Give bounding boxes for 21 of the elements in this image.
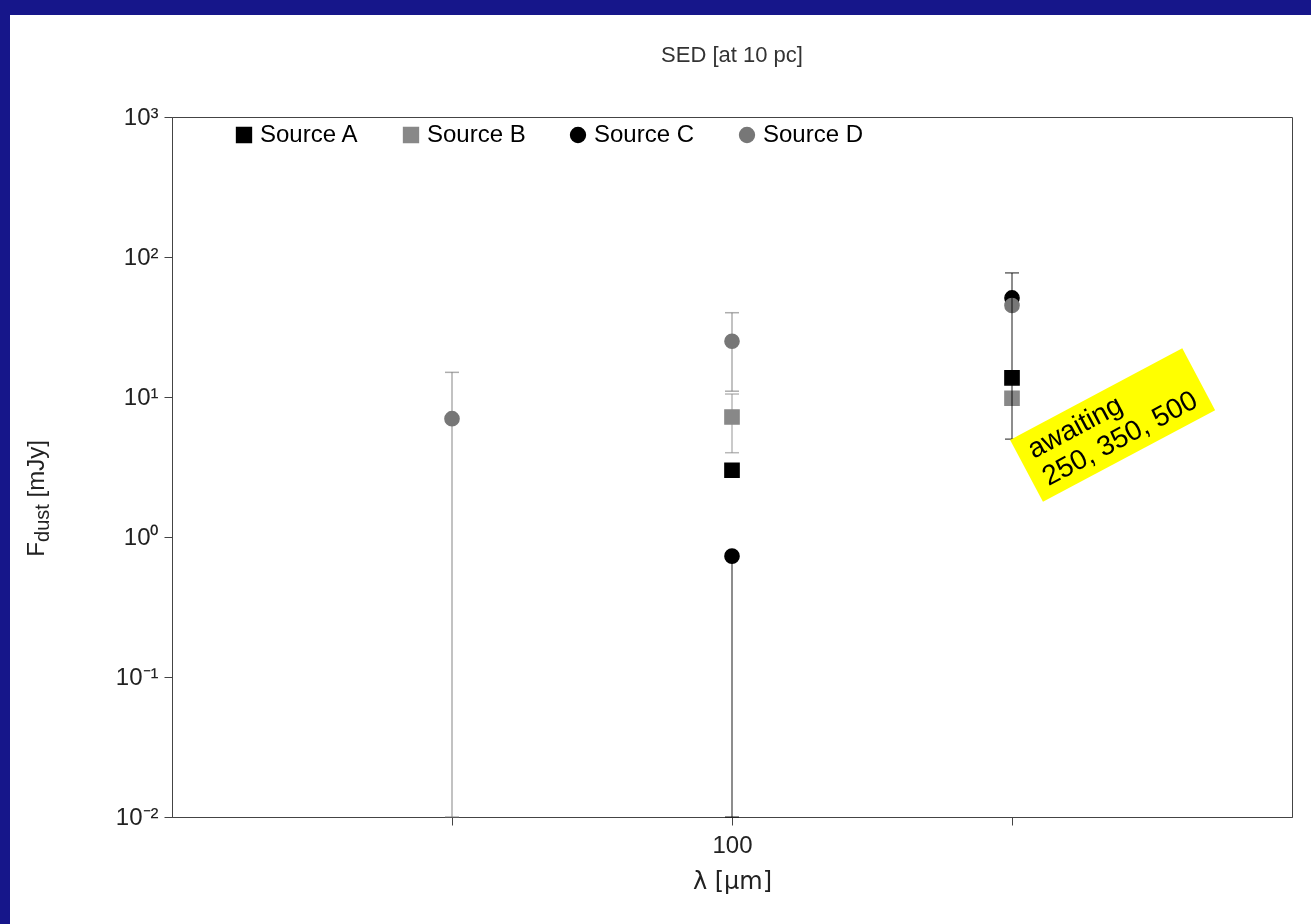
point bbox=[724, 462, 740, 479]
legend-label: Source D bbox=[763, 120, 864, 147]
y-tick-label: 10¹ bbox=[123, 382, 159, 410]
point bbox=[724, 333, 740, 350]
point bbox=[1004, 370, 1020, 386]
point bbox=[1004, 390, 1020, 407]
point bbox=[724, 409, 740, 425]
legend-label: Source A bbox=[260, 120, 358, 147]
x-axis-title: λ [μm] bbox=[692, 866, 773, 895]
point bbox=[444, 410, 460, 427]
legend-label: Source C bbox=[594, 120, 695, 147]
x-tick-label: 100 bbox=[712, 830, 753, 858]
y-tick-label: 10³ bbox=[123, 102, 159, 130]
y-tick-label: 10⁻² bbox=[115, 802, 159, 830]
point bbox=[724, 548, 740, 564]
y-tick-label: 10⁰ bbox=[123, 522, 159, 550]
y-tick-label: 10⁻¹ bbox=[115, 662, 159, 690]
chart-title: SED [at 10 pc] bbox=[661, 42, 803, 67]
point bbox=[1004, 297, 1020, 314]
y-tick-label: 10² bbox=[123, 242, 159, 270]
legend-label: Source B bbox=[427, 120, 526, 147]
